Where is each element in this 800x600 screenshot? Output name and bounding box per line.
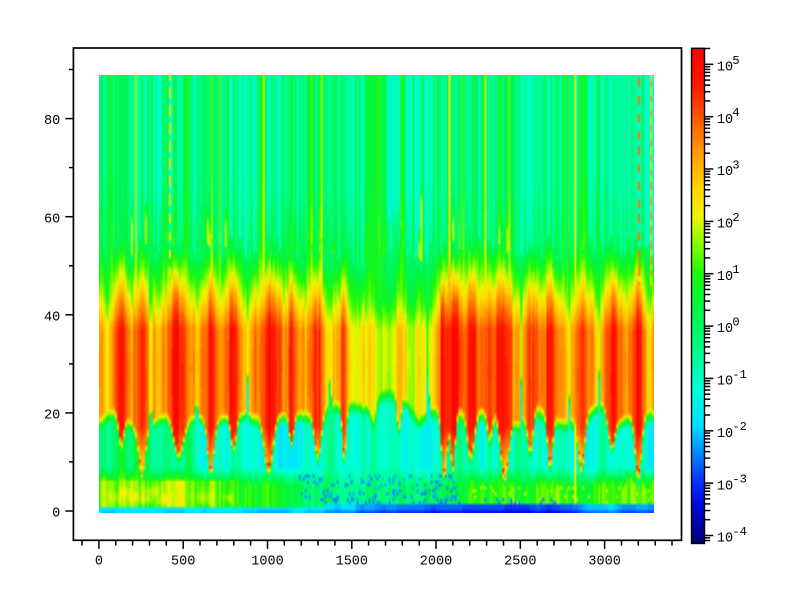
svg-text:5: 5 [732,54,739,68]
svg-text:1000: 1000 [251,554,283,569]
svg-text:-3: -3 [732,473,746,487]
svg-text:3000: 3000 [588,554,620,569]
svg-text:1500: 1500 [336,554,368,569]
svg-text:10: 10 [717,218,733,233]
svg-text:2000: 2000 [420,554,452,569]
svg-text:10: 10 [717,113,733,128]
svg-text:-2: -2 [732,420,746,434]
svg-text:-1: -1 [732,368,746,382]
svg-text:0: 0 [732,316,739,330]
svg-text:20: 20 [44,409,60,424]
svg-text:2500: 2500 [504,554,536,569]
svg-text:4: 4 [732,106,739,120]
svg-text:10: 10 [717,61,733,76]
svg-text:10: 10 [717,375,733,390]
svg-text:500: 500 [171,554,195,569]
svg-text:2: 2 [732,211,739,225]
svg-text:10: 10 [717,322,733,337]
svg-text:10: 10 [717,270,733,285]
svg-text:0: 0 [52,507,60,522]
svg-text:10: 10 [717,532,733,547]
svg-text:10: 10 [717,165,733,180]
svg-text:10: 10 [717,479,733,494]
svg-text:3: 3 [732,159,739,173]
svg-text:60: 60 [44,212,60,227]
svg-text:80: 80 [44,114,60,129]
svg-text:0: 0 [95,554,103,569]
svg-text:40: 40 [44,310,60,325]
svg-text:-4: -4 [732,525,746,539]
svg-text:1: 1 [732,263,739,277]
svg-text:10: 10 [717,427,733,442]
